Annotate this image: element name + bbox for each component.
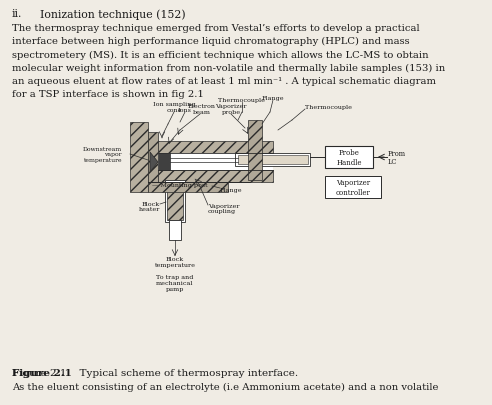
Text: From: From <box>388 149 406 158</box>
Text: ii.: ii. <box>12 9 22 19</box>
Bar <box>169 220 181 241</box>
Bar <box>167 183 183 220</box>
Text: Ions: Ions <box>178 108 192 113</box>
Text: spectrometery (MS). It is an efficient technique which allows the LC-MS to obtai: spectrometery (MS). It is an efficient t… <box>12 50 429 60</box>
Polygon shape <box>150 153 158 173</box>
Bar <box>148 183 228 192</box>
Text: Figure 2.1    Typical scheme of thermospray interface.: Figure 2.1 Typical scheme of thermospray… <box>12 368 298 377</box>
Text: Thermocouple: Thermocouple <box>218 98 266 103</box>
Text: Vaporizer
probe: Vaporizer probe <box>215 104 247 115</box>
Text: interface between high performance liquid chromatography (HPLC) and mass: interface between high performance liqui… <box>12 37 410 46</box>
Bar <box>148 133 158 183</box>
Bar <box>158 142 273 153</box>
Bar <box>325 147 373 168</box>
Text: Block
temperature: Block temperature <box>154 256 195 267</box>
Bar <box>325 177 381 198</box>
Text: To trap and
mechanical
pump: To trap and mechanical pump <box>156 274 194 291</box>
Bar <box>158 171 273 183</box>
Bar <box>130 123 148 192</box>
Text: Flange: Flange <box>262 96 284 101</box>
Text: Flange: Flange <box>220 188 243 193</box>
Text: Electron
beam: Electron beam <box>188 104 216 115</box>
Text: LC: LC <box>388 158 398 166</box>
Text: Vaporizer
coupling: Vaporizer coupling <box>208 203 240 214</box>
Text: Figure 2.1: Figure 2.1 <box>12 368 72 377</box>
Text: Vaporizer
controller: Vaporizer controller <box>336 179 370 196</box>
Text: molecular weight information from non-volatile and thermally labile samples (153: molecular weight information from non-vo… <box>12 64 445 72</box>
Text: Ionization technique (152): Ionization technique (152) <box>40 9 185 19</box>
Bar <box>235 153 310 166</box>
Text: Downstream
vapor
temperature: Downstream vapor temperature <box>83 146 122 163</box>
Text: The thermospray technique emerged from Vestal’s efforts to develop a practical: The thermospray technique emerged from V… <box>12 24 420 33</box>
Bar <box>248 121 262 181</box>
Text: As the eluent consisting of an electrolyte (i.e Ammonium acetate) and a non vola: As the eluent consisting of an electroly… <box>12 382 438 391</box>
Text: Ion sampling
cone: Ion sampling cone <box>153 102 195 113</box>
Bar <box>238 156 308 164</box>
Bar <box>158 153 170 171</box>
Bar <box>158 153 273 171</box>
Text: Block
heater: Block heater <box>139 201 160 212</box>
Text: Thermocouple: Thermocouple <box>305 105 352 110</box>
Text: — Mounting post: — Mounting post <box>152 183 208 188</box>
Text: Probe
Handle: Probe Handle <box>336 149 362 166</box>
Bar <box>165 181 185 222</box>
Text: an aqueous eluent at flow rates of at least 1 ml min⁻¹ . A typical schematic dia: an aqueous eluent at flow rates of at le… <box>12 77 436 85</box>
Text: for a TSP interface is shown in fig 2.1: for a TSP interface is shown in fig 2.1 <box>12 90 204 99</box>
